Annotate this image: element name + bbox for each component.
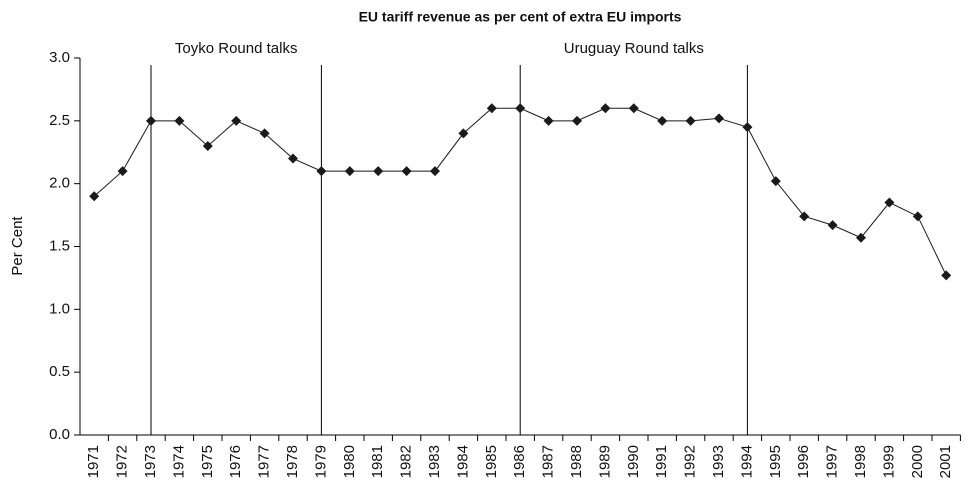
marker <box>799 211 810 222</box>
marker <box>373 166 384 177</box>
marker <box>912 211 923 222</box>
marker <box>401 166 412 177</box>
marker <box>941 270 952 281</box>
marker <box>174 115 185 126</box>
period-label: Toyko Round talks <box>175 40 298 57</box>
x-tick-label: 1998 <box>852 445 869 478</box>
marker <box>430 166 440 177</box>
x-tick-label: 1987 <box>540 445 557 478</box>
x-tick-label: 1981 <box>369 445 386 478</box>
x-tick-label: 1979 <box>312 445 329 478</box>
marker <box>884 197 895 208</box>
x-tick-label: 1980 <box>341 445 358 478</box>
marker <box>344 166 355 177</box>
marker <box>770 176 781 187</box>
chart-title: EU tariff revenue as per cent of extra E… <box>359 9 682 25</box>
marker <box>600 103 611 114</box>
x-tick-label: 1982 <box>398 445 415 478</box>
marker <box>856 232 866 243</box>
x-tick-label: 1973 <box>142 445 159 478</box>
x-tick-label: 1996 <box>795 445 812 478</box>
marker <box>288 153 298 164</box>
x-tick-label: 1971 <box>85 445 102 478</box>
y-tick-label: 2.0 <box>49 175 70 192</box>
marker <box>202 140 213 151</box>
x-tick-label: 2001 <box>937 445 954 478</box>
x-tick-label: 1992 <box>682 445 699 478</box>
x-tick-label: 1991 <box>653 445 670 478</box>
marker <box>89 191 100 202</box>
x-tick-label: 1989 <box>596 445 613 478</box>
marker <box>117 166 128 177</box>
x-tick-label: 1995 <box>767 445 784 478</box>
marker <box>827 220 838 231</box>
x-tick-label: 1988 <box>568 445 585 478</box>
marker <box>742 122 753 133</box>
y-tick-label: 0.0 <box>49 426 70 443</box>
x-tick-label: 1990 <box>625 445 642 478</box>
period-label: Uruguay Round talks <box>564 40 704 57</box>
x-tick-label: 1983 <box>426 445 443 478</box>
marker <box>458 128 469 139</box>
marker <box>515 103 526 114</box>
marker <box>486 103 497 114</box>
x-tick-label: 1999 <box>880 445 897 478</box>
y-tick-label: 2.5 <box>49 112 70 129</box>
marker <box>543 115 554 126</box>
marker <box>657 115 668 126</box>
marker <box>714 113 724 124</box>
marker <box>231 115 242 126</box>
y-tick-label: 3.0 <box>49 49 70 66</box>
y-axis-label: Per Cent <box>9 216 26 276</box>
x-tick-label: 1972 <box>114 445 131 478</box>
marker <box>572 115 582 126</box>
x-tick-label: 1994 <box>738 445 755 478</box>
x-tick-label: 1978 <box>284 445 301 478</box>
marker <box>628 103 639 114</box>
x-tick-label: 1986 <box>511 445 528 478</box>
x-tick-label: 1997 <box>824 445 841 478</box>
marker <box>685 115 696 126</box>
y-tick-label: 1.0 <box>49 300 70 317</box>
x-tick-label: 1974 <box>170 445 187 478</box>
x-tick-label: 2000 <box>909 445 926 478</box>
x-tick-label: 1977 <box>256 445 273 478</box>
marker <box>259 128 270 139</box>
y-tick-label: 0.5 <box>49 363 70 380</box>
marker <box>146 115 156 126</box>
marker <box>316 166 327 177</box>
x-tick-label: 1975 <box>199 445 216 478</box>
x-tick-label: 1984 <box>454 445 471 478</box>
y-tick-label: 1.5 <box>49 237 70 254</box>
x-tick-label: 1976 <box>227 445 244 478</box>
x-tick-label: 1985 <box>483 445 500 478</box>
x-tick-label: 1993 <box>710 445 727 478</box>
